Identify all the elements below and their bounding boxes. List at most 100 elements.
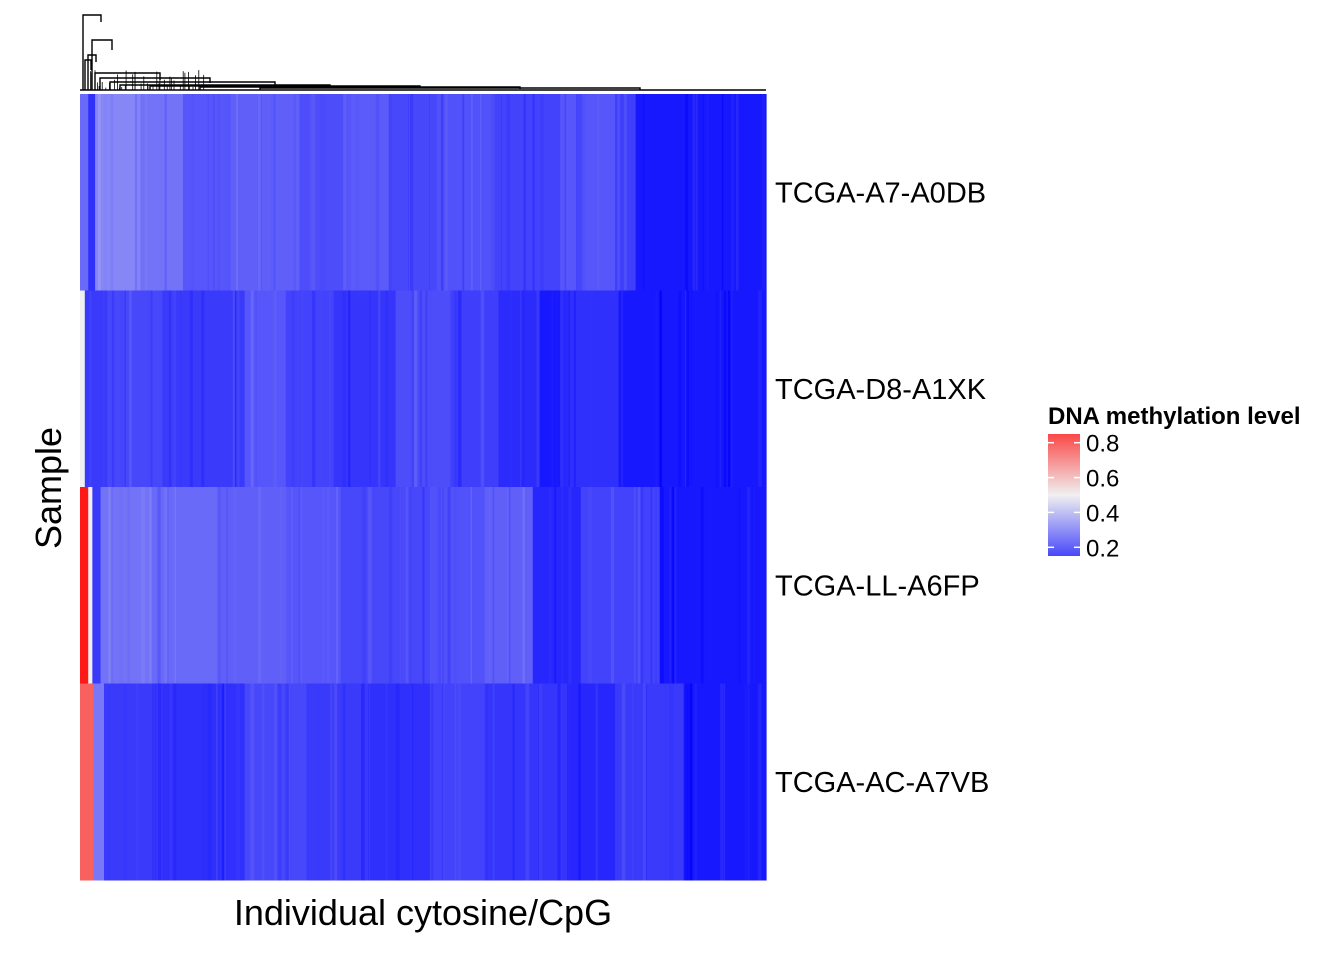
heatmap-band (532, 487, 582, 684)
heatmap-column (492, 94, 495, 291)
heatmap-column (588, 487, 592, 684)
heatmap-column (454, 290, 457, 488)
heatmap-column (735, 94, 739, 291)
heatmap-column (563, 290, 566, 488)
heatmap-band (491, 94, 561, 291)
heatmap-column (399, 487, 401, 684)
heatmap-column (719, 290, 722, 488)
heatmap-column (520, 290, 522, 488)
heatmap-column (207, 94, 209, 291)
heatmap-column (384, 290, 386, 488)
heatmap-column (237, 290, 240, 488)
heatmap-column (157, 487, 161, 684)
row-label: TCGA-AC-A7VB (775, 767, 989, 799)
heatmap-column (752, 487, 756, 684)
heatmap-column (389, 94, 392, 291)
heatmap-column (578, 94, 583, 291)
heatmap-column (312, 290, 316, 488)
heatmap-column (610, 487, 615, 684)
heatmap-band (80, 94, 89, 291)
heatmap-column (405, 487, 409, 684)
heatmap-band (560, 94, 616, 291)
heatmap-band (182, 94, 232, 291)
heatmap-band (683, 683, 767, 881)
heatmap-band (498, 290, 541, 488)
heatmap-column (300, 487, 303, 684)
heatmap-column (692, 94, 696, 291)
heatmap-band (347, 94, 390, 291)
heatmap-column (169, 290, 171, 488)
heatmap-column (348, 94, 351, 291)
heatmap-column (154, 683, 157, 881)
heatmap-column (510, 290, 512, 488)
heatmap-column (758, 290, 762, 488)
heatmap-column (280, 487, 282, 684)
heatmap-column (413, 683, 415, 881)
dendrogram-branch (82, 14, 102, 90)
heatmap-column (507, 487, 511, 684)
heatmap-column (747, 683, 750, 881)
heatmap-column (330, 683, 333, 881)
heatmap-column (319, 290, 322, 488)
heatmap-column (375, 94, 380, 291)
heatmap-column (454, 683, 457, 881)
heatmap-column (227, 94, 229, 291)
heatmap-column (700, 487, 704, 684)
heatmap-column (720, 683, 724, 881)
heatmap-column (669, 487, 671, 684)
heatmap-column (124, 290, 126, 488)
row-label: TCGA-A7-A0DB (775, 177, 986, 209)
heatmap-band (217, 487, 294, 684)
heatmap-column (222, 683, 225, 881)
heatmap-column (401, 487, 405, 684)
heatmap-band (580, 487, 661, 684)
heatmap-column (233, 290, 236, 488)
heatmap-column (255, 290, 258, 488)
heatmap-column (447, 487, 451, 684)
heatmap-column (702, 94, 704, 291)
heatmap-column (589, 290, 594, 488)
heatmap-column (578, 683, 581, 881)
heatmap-column (617, 94, 621, 291)
heatmap-column (637, 487, 641, 684)
heatmap-column (236, 683, 241, 881)
heatmap-column (723, 290, 725, 488)
heatmap-column (568, 290, 571, 488)
heatmap-band (429, 683, 486, 881)
heatmap-column (738, 487, 741, 684)
heatmap-column (273, 94, 276, 291)
heatmap-column (757, 683, 762, 881)
heatmap-column (336, 487, 338, 684)
heatmap-column (170, 683, 172, 881)
heatmap-column (532, 94, 535, 291)
heatmap-column (437, 487, 440, 684)
heatmap-column (554, 487, 556, 684)
heatmap-column (107, 683, 110, 881)
heatmap-column (442, 487, 444, 684)
heatmap-column (458, 683, 461, 881)
heatmap-column (479, 683, 482, 881)
heatmap-column (747, 487, 751, 684)
heatmap-band (539, 290, 561, 488)
heatmap-column (145, 94, 147, 291)
heatmap-column (89, 290, 92, 488)
heatmap-column (557, 683, 561, 881)
heatmap-column (164, 290, 167, 488)
heatmap-column (566, 290, 568, 488)
color-legend: DNA methylation level 0.8 0.6 0.4 0.2 (1048, 403, 1301, 562)
heatmap-column (150, 290, 153, 488)
heatmap-column (573, 487, 576, 684)
heatmap-column (152, 683, 154, 881)
heatmap-column (744, 683, 747, 881)
heatmap-band (92, 487, 102, 684)
heatmap-band (395, 290, 452, 488)
heatmap-column (419, 290, 423, 488)
heatmap-column (727, 290, 731, 488)
heatmap-column (97, 94, 101, 291)
heatmap-column (274, 290, 277, 488)
heatmap-column (678, 290, 682, 488)
heatmap-column (311, 94, 316, 291)
heatmap-column (157, 683, 162, 881)
heatmap-column (427, 290, 429, 488)
